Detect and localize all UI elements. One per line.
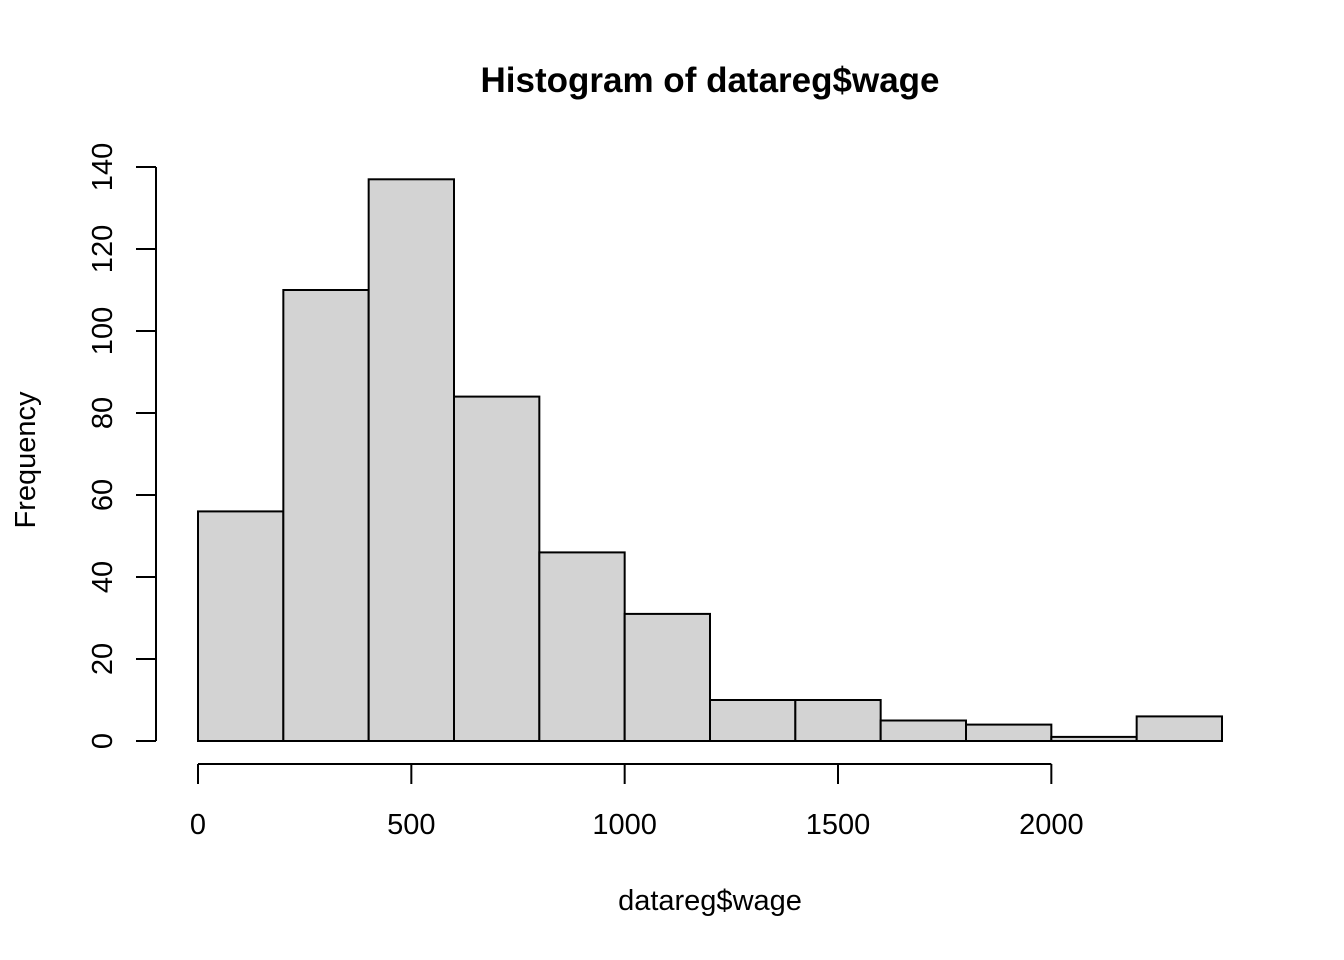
chart-title: Histogram of datareg$wage <box>481 61 940 100</box>
histogram-bar <box>538 551 626 743</box>
histogram-bar <box>367 178 455 743</box>
histogram-bar <box>1050 735 1138 743</box>
x-tick-label: 2000 <box>1019 809 1084 841</box>
y-axis-label: Frequency <box>10 391 42 529</box>
histogram-bar <box>709 699 797 742</box>
y-tick-label: 80 <box>87 397 119 429</box>
histogram-bar <box>453 395 541 742</box>
x-axis: 0 500 1000 1500 2000 <box>190 763 1084 841</box>
y-tick-label: 20 <box>87 643 119 675</box>
histogram-bar <box>1135 715 1223 743</box>
x-tick-label: 500 <box>387 809 435 841</box>
histogram-bar <box>794 699 882 742</box>
y-tick-label: 120 <box>87 225 119 273</box>
y-axis: 0 20 40 60 80 100 120 140 <box>87 143 157 749</box>
histogram-bar <box>965 723 1053 742</box>
x-tick-label: 0 <box>190 809 206 841</box>
x-tick-label: 1000 <box>592 809 657 841</box>
x-axis-label: datareg$wage <box>618 885 802 917</box>
y-tick-label: 60 <box>87 479 119 511</box>
y-tick-label: 100 <box>87 307 119 355</box>
y-tick-label: 140 <box>87 143 119 191</box>
histogram-bar <box>623 612 712 743</box>
histogram-bar <box>282 289 370 742</box>
y-tick-label: 40 <box>87 561 119 593</box>
bars-group <box>197 178 1223 743</box>
histogram-bar <box>879 719 968 742</box>
y-tick-label: 0 <box>87 733 119 749</box>
histogram-bar <box>197 510 285 742</box>
x-tick-label: 1500 <box>806 809 871 841</box>
